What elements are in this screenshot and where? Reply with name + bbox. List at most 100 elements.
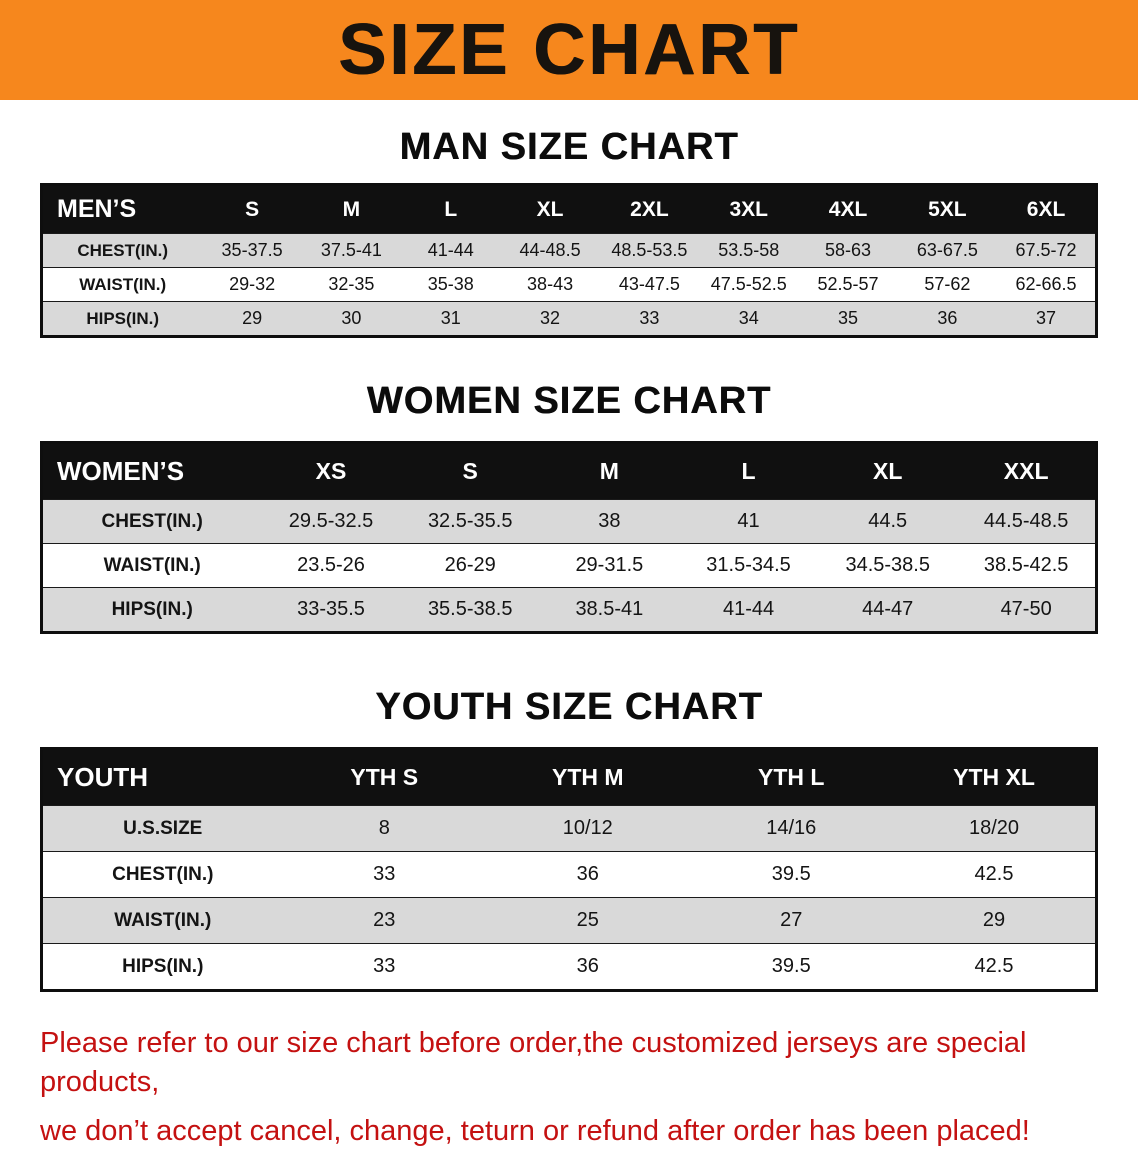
youth-size-table: YOUTH YTH S YTH M YTH L YTH XL U.S.SIZE 8 10/12… [40,747,1098,992]
size-value-cell: 44.5-48.5 [983,510,1069,532]
size-value-cell: 36 [937,308,958,328]
size-value-cell: 57-62 [924,274,971,294]
size-column-header: XXL [957,442,1097,500]
size-value-cell: 34 [738,308,759,328]
row-label: U.S.SIZE [123,817,203,839]
size-value-cell: 44.5 [868,510,908,532]
table-row: CHEST(IN.) 29.5-32.5 32.5-35.5 38 41 44.5 44.5… [41,499,1097,544]
size-value-cell: 36 [576,863,599,885]
size-value-cell: 29.5-32.5 [288,510,374,532]
table-header-row: WOMEN’S XS S M L XL XXL [41,442,1097,500]
size-value-cell: 32.5-35.5 [427,510,513,532]
table-header-row: YOUTH YTH S YTH M YTH L YTH XL [41,748,1097,806]
size-column-header: M [539,442,679,500]
row-label: HIPS(IN.) [111,598,193,620]
size-value-cell: 35-37.5 [221,240,283,260]
size-column-header: 4XL [798,184,898,234]
size-column-header: S [400,442,540,500]
size-column-header: YTH L [689,748,893,806]
row-label: CHEST(IN.) [112,863,214,885]
youth-size-chart-section: YOUTH SIZE CHART YOUTH YTH S YTH M YTH L YTH… [0,686,1138,992]
table-row: WAIST(IN.) 23.5-26 26-29 29-31.5 31.5-34.5 34… [41,543,1097,588]
size-value-cell: 33 [373,955,396,977]
size-value-cell: 41-44 [722,598,775,620]
table-corner-label: WOMEN’S [41,442,262,500]
size-value-cell: 29-32 [229,274,276,294]
size-value-cell: 25 [576,909,599,931]
size-value-cell: 8 [378,817,390,839]
size-value-cell: 34.5-38.5 [845,554,930,576]
size-value-cell: 10/12 [562,817,613,839]
row-label: WAIST(IN.) [114,909,212,931]
size-value-cell: 23.5-26 [297,554,365,576]
size-value-cell: 38-43 [527,274,574,294]
size-value-cell: 41 [737,510,760,532]
size-column-header: L [678,442,819,500]
size-column-header: YTH XL [893,748,1097,806]
size-value-cell: 43-47.5 [618,274,680,294]
size-value-cell: 32 [540,308,561,328]
size-value-cell: 44-47 [862,598,914,620]
size-column-header: L [401,184,501,234]
table-row: HIPS(IN.) 29 30 31 32 33 34 35 36 37 [41,301,1097,337]
size-value-cell: 44-48.5 [519,240,581,260]
table-row: CHEST(IN.) 35-37.5 37.5-41 41-44 44-48.5 48.5… [41,233,1097,268]
size-column-header: YTH M [486,748,690,806]
table-row: HIPS(IN.) 33-35.5 35.5-38.5 38.5-41 41-44 44-… [41,587,1097,633]
size-value-cell: 29-31.5 [575,554,644,576]
size-value-cell: 29 [242,308,263,328]
size-column-header: 3XL [699,184,799,234]
man-chart-title: MAN SIZE CHART [399,126,739,168]
row-label: CHEST(IN.) [77,240,169,260]
size-value-cell: 35-38 [427,274,474,294]
row-label: WAIST(IN.) [103,554,201,576]
size-value-cell: 63-67.5 [916,240,978,260]
size-value-cell: 38.5-42.5 [983,554,1069,576]
row-label: HIPS(IN.) [122,955,204,977]
size-value-cell: 29 [982,909,1006,931]
youth-chart-title: YOUTH SIZE CHART [375,686,763,728]
table-row: WAIST(IN.) 23 25 27 29 [41,897,1097,944]
table-corner-label: MEN’S [41,184,203,234]
page-title: SIZE CHART [338,10,800,90]
row-label: CHEST(IN.) [101,510,203,532]
size-value-cell: 33 [639,308,660,328]
size-value-cell: 30 [341,308,362,328]
banner: SIZE CHART [0,0,1138,100]
size-value-cell: 35 [838,308,859,328]
size-value-cell: 52.5-57 [817,274,879,294]
size-column-header: S [202,184,302,234]
size-column-header: 5XL [897,184,998,234]
size-column-header: M [301,184,402,234]
table-row: HIPS(IN.) 33 36 39.5 42.5 [41,943,1097,991]
size-value-cell: 39.5 [771,955,811,977]
size-column-header: 6XL [997,184,1097,234]
size-value-cell: 31 [440,308,461,328]
size-value-cell: 42.5 [974,955,1014,977]
size-value-cell: 18/20 [968,817,1020,839]
size-value-cell: 38.5-41 [575,598,644,620]
size-column-header: XS [261,442,401,500]
size-value-cell: 48.5-53.5 [611,240,688,260]
row-label: HIPS(IN.) [86,308,160,328]
size-column-header: XL [818,442,958,500]
size-value-cell: 39.5 [771,863,811,885]
women-size-table: WOMEN’S XS S M L XL XXL CHEST(IN.) 29.5-32.5 32.5… [40,441,1098,634]
size-value-cell: 36 [576,955,599,977]
size-value-cell: 37 [1036,308,1057,328]
size-value-cell: 47-50 [1000,598,1052,620]
size-value-cell: 37.5-41 [320,240,382,260]
disclaimer: Please refer to our size chart before or… [40,1024,1098,1151]
women-size-chart-section: WOMEN SIZE CHART WOMEN’S XS S M L XL XXL CHEST(… [0,380,1138,634]
size-value-cell: 26-29 [444,554,496,576]
size-column-header: XL [500,184,600,234]
table-row: CHEST(IN.) 33 36 39.5 42.5 [41,851,1097,898]
table-corner-label: YOUTH [41,748,283,806]
size-value-cell: 62-66.5 [1015,274,1077,294]
size-value-cell: 32-35 [328,274,375,294]
size-value-cell: 58-63 [825,240,872,260]
size-value-cell: 27 [780,909,803,931]
size-column-header: YTH S [282,748,487,806]
table-row: WAIST(IN.) 29-32 32-35 35-38 38-43 43-47.5 47.… [41,267,1097,302]
